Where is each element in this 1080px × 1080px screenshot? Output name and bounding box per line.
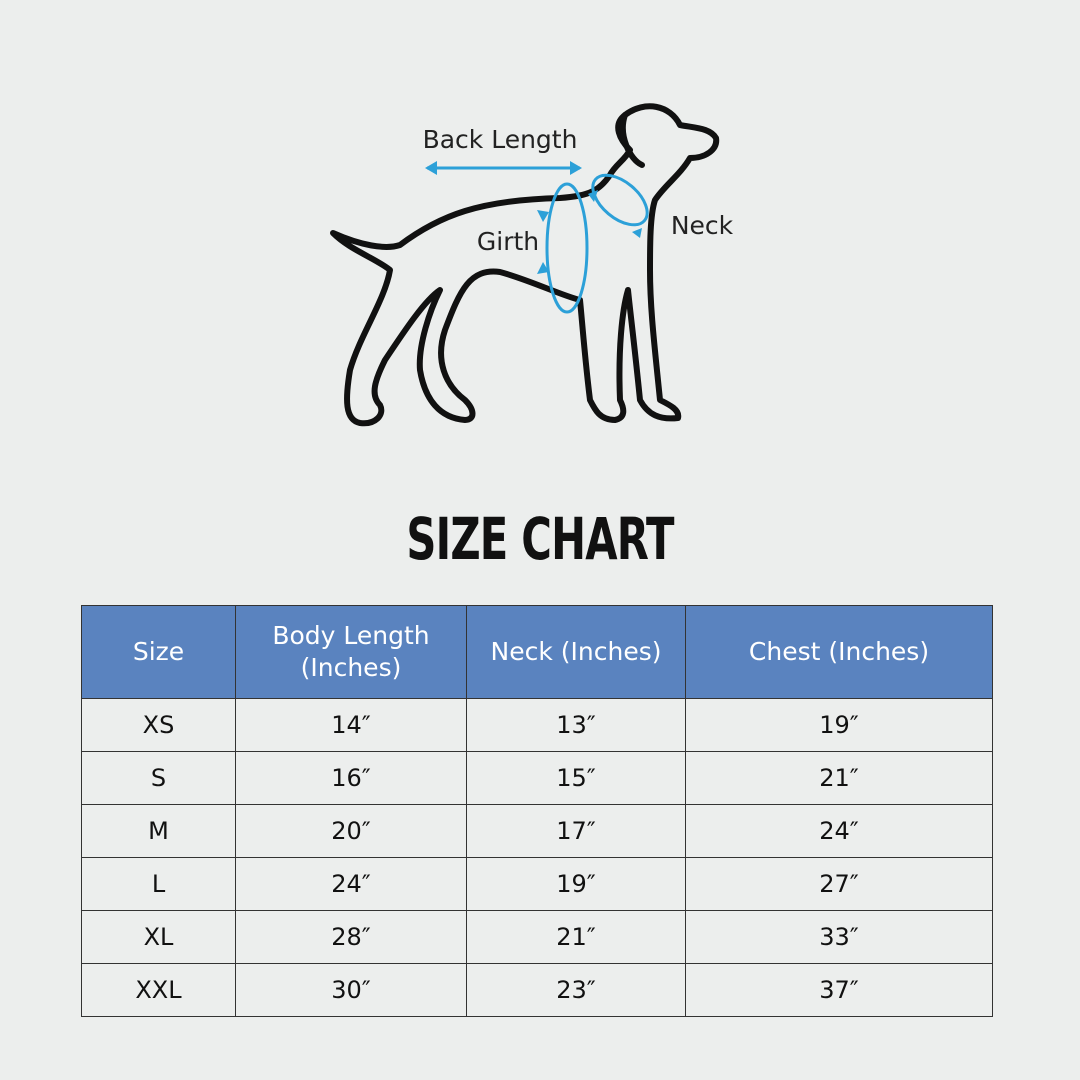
header-cell: Body Length (Inches) — [235, 605, 467, 699]
table-cell: 17″ — [466, 804, 686, 858]
table-cell: 24″ — [235, 857, 467, 911]
table-cell: XS — [81, 698, 236, 752]
table-cell: L — [81, 857, 236, 911]
table-cell: 21″ — [685, 751, 993, 805]
label-girth: Girth — [477, 227, 539, 256]
table-cell: 16″ — [235, 751, 467, 805]
header-cell: Size — [81, 605, 236, 699]
header-cell: Neck (Inches) — [466, 605, 686, 699]
label-back-length: Back Length — [423, 125, 578, 154]
table-cell: 19″ — [685, 698, 993, 752]
table-row: XL 28″ 21″ 33″ — [81, 910, 993, 964]
table-cell: 30″ — [235, 963, 467, 1017]
size-table: Size Body Length (Inches) Neck (Inches) Che… — [81, 605, 993, 1017]
table-row: S 16″ 15″ 21″ — [81, 751, 993, 805]
table-cell: 33″ — [685, 910, 993, 964]
arrow-heads — [425, 161, 642, 274]
table-cell: 14″ — [235, 698, 467, 752]
dog-diagram: Back Length Girth Neck — [330, 103, 734, 427]
table-cell: 15″ — [466, 751, 686, 805]
title: SIZE CHART — [406, 505, 674, 573]
table-row: L 24″ 19″ 27″ — [81, 857, 993, 911]
table-cell: 19″ — [466, 857, 686, 911]
table-cell: XL — [81, 910, 236, 964]
table-cell: 28″ — [235, 910, 467, 964]
header-row: Size Body Length (Inches) Neck (Inches) Che… — [81, 605, 993, 699]
table-row: XS 14″ 13″ 19″ — [81, 698, 993, 752]
header-cell: Chest (Inches) — [685, 605, 993, 699]
table-cell: 27″ — [685, 857, 993, 911]
table-body: XS 14″ 13″ 19″ S 16″ 15″ 21″ M 20″ 17″ 24″ L 24″ 19″ 27… — [81, 698, 993, 1017]
table-cell: M — [81, 804, 236, 858]
table-cell: XXL — [81, 963, 236, 1017]
table-row: M 20″ 17″ 24″ — [81, 804, 993, 858]
table-cell: S — [81, 751, 236, 805]
table-cell: 13″ — [466, 698, 686, 752]
label-neck: Neck — [671, 211, 734, 240]
dog-outline — [330, 103, 720, 427]
table-cell: 20″ — [235, 804, 467, 858]
measure-lines — [427, 166, 649, 314]
table-cell: 21″ — [466, 910, 686, 964]
table-cell: 24″ — [685, 804, 993, 858]
table-cell: 23″ — [466, 963, 686, 1017]
table-cell: 37″ — [685, 963, 993, 1017]
table-row: XXL 30″ 23″ 37″ — [81, 963, 993, 1017]
